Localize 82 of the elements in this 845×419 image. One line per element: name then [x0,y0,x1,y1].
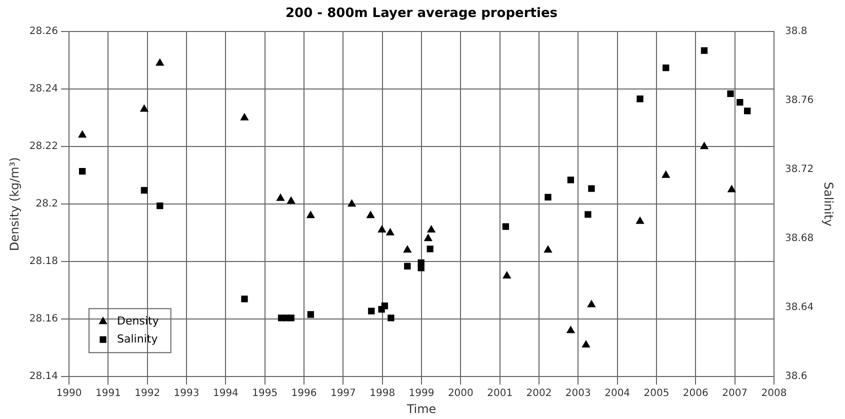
point [140,104,148,112]
point [378,225,386,232]
y2-tick-label: 38.68 [784,233,814,244]
point [418,259,424,266]
point [584,211,592,218]
x-tick-label: 1995 [252,388,278,400]
y2-tick-label: 38.6 [784,371,808,382]
x-tick-label: 2008 [761,388,787,400]
chart-title: 200 - 800m Layer average properties [286,6,558,22]
point [388,314,394,322]
point [424,234,432,242]
x-tick-label: 1996 [291,388,317,400]
point [700,47,708,54]
x-tick-label: 2004 [604,388,630,400]
x-tick-label: 1998 [370,388,396,400]
point [240,113,248,120]
y-tick-label: 28.14 [29,371,58,382]
x-tick-label: 1993 [174,388,200,400]
point [582,340,590,348]
point [588,185,595,192]
x-tick-label: 1992 [134,388,160,400]
point [662,170,670,178]
point [427,225,436,232]
point [502,271,511,278]
point [140,186,148,194]
y2-tick-label: 38.8 [784,26,808,38]
x-tick-label: 1991 [95,388,121,400]
point [241,296,248,302]
point [662,64,670,72]
x-tick-label: 2001 [487,388,513,400]
point [588,300,596,308]
point [566,326,575,334]
point [306,211,315,218]
y-tick-label: 28.26 [29,26,58,38]
point [366,211,375,218]
point [79,168,86,175]
y-tick-label: 28.18 [29,256,58,268]
point [288,314,294,322]
point [368,308,375,314]
point [636,216,644,224]
x-tick-label: 1994 [212,388,238,400]
x-tick-label: 2003 [565,388,591,400]
point [502,223,510,230]
point [728,185,736,192]
y-tick-label: 28.22 [29,141,58,152]
x-axis-title: Time [406,402,436,416]
point [403,246,412,253]
point [276,194,284,201]
point [381,302,388,310]
point [156,202,164,210]
y-tick-label: 28.16 [29,314,58,325]
point [736,98,744,106]
point [348,200,356,207]
point [544,246,552,253]
point [700,142,708,150]
y2-tick-label: 38.76 [784,95,814,106]
point [636,96,644,102]
x-tick-label: 2005 [644,388,670,400]
point [727,90,734,98]
x-tick-label: 1997 [330,388,356,400]
x-tick-label: 2007 [722,388,748,400]
x-tick-label: 2002 [526,388,552,400]
y2-tick-label: 38.72 [784,164,814,176]
point [567,176,574,184]
y2-tick-label: 38.64 [784,302,814,314]
point [404,262,411,270]
point [386,228,394,236]
y-tick-label: 28.2 [36,198,58,210]
y2-axis-title: Salinity [822,182,836,226]
x-tick-label: 2000 [448,388,474,400]
x-tick-label: 1999 [408,388,434,400]
x-tick-label: 2006 [682,388,708,400]
point [307,311,314,318]
y-tick-label: 28.24 [29,84,58,95]
point [426,246,434,252]
point [156,58,164,66]
point [78,130,86,138]
x-tick-label: 1990 [56,388,82,400]
point [544,194,552,201]
point [287,196,296,204]
point [744,108,751,114]
y-axis-title: Density (kg/m³) [7,157,22,252]
